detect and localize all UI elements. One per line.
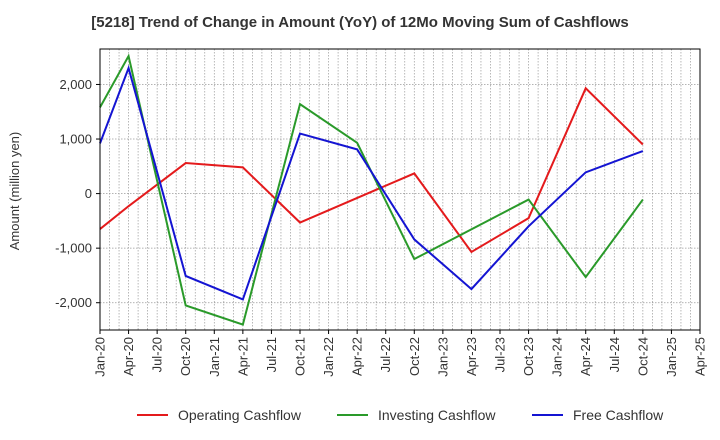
- y-axis-title: Amount (million yen): [7, 132, 22, 251]
- x-tick-label: Apr-25: [693, 337, 708, 376]
- x-tick-label: Jan-20: [93, 337, 108, 377]
- x-tick-label: Oct-23: [521, 337, 536, 376]
- x-tick-label: Jul-20: [150, 337, 165, 372]
- x-tick-label: Jul-24: [607, 337, 622, 372]
- x-tick-label: Jan-21: [207, 337, 222, 377]
- legend-label-operating-cashflow: Operating Cashflow: [178, 407, 302, 423]
- x-tick-label: Oct-21: [293, 337, 308, 376]
- legend-label-free-cashflow: Free Cashflow: [573, 407, 664, 423]
- x-tick-label: Jan-22: [321, 337, 336, 377]
- series-line-investing-cashflow: [99, 53, 644, 326]
- x-tick-label: Oct-24: [635, 337, 650, 376]
- x-tick-label: Oct-22: [407, 337, 422, 376]
- y-tick-label: 0: [85, 186, 92, 201]
- plot-frame: [99, 48, 701, 331]
- legend-label-investing-cashflow: Investing Cashflow: [378, 407, 496, 423]
- x-tick-label: Jul-21: [264, 337, 279, 372]
- x-tick-label: Jul-23: [493, 337, 508, 372]
- chart-title: [5218] Trend of Change in Amount (YoY) o…: [91, 14, 629, 31]
- x-tick-label: Apr-24: [578, 337, 593, 376]
- x-tick-label: Apr-20: [121, 337, 136, 376]
- x-tick-label: Oct-20: [178, 337, 193, 376]
- y-tick-label: 1,000: [59, 132, 92, 147]
- x-tick-labels: Jan-20 Apr-20 Jul-20 Oct-20 Jan-21 Apr-21 Jul-…: [93, 330, 708, 377]
- y-tick-label: -2,000: [55, 295, 92, 310]
- legend: Operating Cashflow Investing Cashflow Free…: [137, 407, 664, 423]
- x-tick-label: Jan-25: [664, 337, 679, 377]
- x-tick-label: Jan-23: [435, 337, 450, 377]
- x-tick-label: Jan-24: [550, 337, 565, 377]
- x-tick-label: Apr-21: [235, 337, 250, 376]
- x-tick-label: Apr-23: [464, 337, 479, 376]
- series-line-free-cashflow: [99, 64, 644, 301]
- y-tick-label: 2,000: [59, 77, 92, 92]
- series-layer: [99, 53, 644, 326]
- grid-layer: [99, 49, 701, 330]
- x-tick-label: Jul-22: [378, 337, 393, 372]
- x-tick-label: Apr-22: [350, 337, 365, 376]
- y-tick-labels: -2,000 -1,000 0 1,000 2,000: [55, 77, 100, 310]
- y-tick-label: -1,000: [55, 241, 92, 256]
